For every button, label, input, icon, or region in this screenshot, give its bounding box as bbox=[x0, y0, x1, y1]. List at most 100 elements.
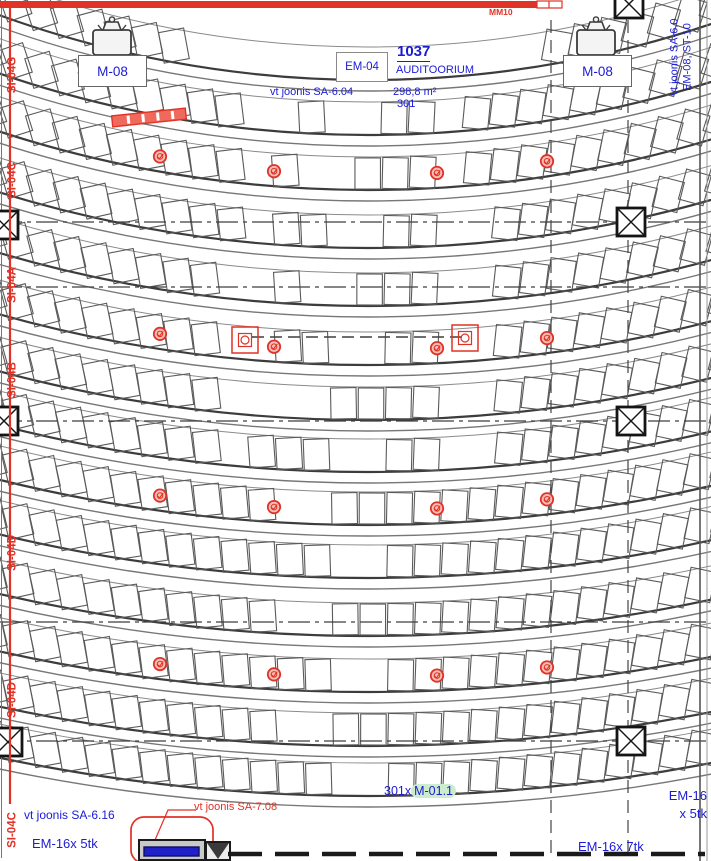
seat bbox=[685, 678, 711, 716]
row-step-arc bbox=[0, 544, 711, 590]
sprinkler-symbol-mark bbox=[270, 504, 278, 511]
seat bbox=[604, 693, 636, 729]
sprinkler-symbol-mark bbox=[156, 661, 164, 668]
seat bbox=[27, 346, 61, 385]
equipment-box-m08-right: M-08 bbox=[563, 55, 632, 87]
seat bbox=[387, 712, 415, 746]
seat bbox=[52, 175, 87, 214]
sprinkler-symbol-mark bbox=[270, 168, 278, 175]
seat bbox=[628, 357, 661, 395]
seat bbox=[302, 438, 331, 472]
row-front-arc bbox=[57, 0, 679, 48]
seat bbox=[136, 368, 168, 405]
seat bbox=[522, 593, 553, 628]
seat bbox=[26, 229, 61, 267]
seat bbox=[597, 129, 630, 167]
reference-note-bottom-left: vt joonis SA-6.16 bbox=[24, 808, 115, 822]
seat bbox=[330, 492, 359, 525]
seat bbox=[385, 438, 413, 472]
seat bbox=[332, 713, 360, 746]
seat bbox=[108, 308, 141, 345]
seat-count-prefix: 301x bbox=[384, 784, 412, 798]
seat bbox=[549, 531, 580, 567]
seat bbox=[548, 424, 579, 460]
seat bbox=[26, 290, 61, 328]
seat bbox=[247, 434, 277, 469]
seat bbox=[627, 301, 660, 339]
seat bbox=[682, 453, 711, 491]
seat bbox=[682, 398, 711, 437]
seat bbox=[55, 514, 88, 552]
seat bbox=[414, 711, 443, 745]
seat bbox=[381, 156, 409, 190]
seat bbox=[672, 0, 708, 33]
row-front-arc bbox=[0, 617, 711, 660]
seat bbox=[387, 762, 415, 796]
seat bbox=[413, 601, 442, 635]
seat bbox=[56, 736, 89, 773]
seat bbox=[574, 367, 606, 404]
seat bbox=[407, 100, 436, 134]
duct-bar-top bbox=[0, 1, 537, 8]
right-edge-note-line1: vt joonis SA-6.0 bbox=[668, 18, 681, 96]
seat bbox=[0, 441, 8, 480]
ceiling-fixture-outer bbox=[451, 324, 479, 352]
row-step-arc bbox=[0, 490, 711, 537]
seat bbox=[462, 151, 493, 186]
seat bbox=[80, 302, 114, 340]
seat bbox=[573, 312, 606, 349]
sprinkler-symbol-mark bbox=[270, 343, 278, 350]
seat bbox=[412, 385, 440, 419]
seat bbox=[550, 751, 581, 786]
seat bbox=[549, 589, 580, 626]
seat bbox=[496, 706, 526, 741]
seat bbox=[547, 372, 579, 408]
duct-label-si04g: SI-04G bbox=[6, 56, 19, 94]
seat bbox=[82, 466, 115, 503]
seat bbox=[163, 317, 194, 353]
room-area: 298,8 m² bbox=[393, 86, 437, 98]
seat bbox=[221, 653, 251, 688]
projector-lid bbox=[101, 21, 123, 31]
sprinkler-symbol bbox=[152, 488, 168, 503]
seat bbox=[139, 749, 170, 785]
seat bbox=[187, 144, 219, 180]
seat bbox=[494, 537, 525, 573]
seat bbox=[359, 603, 387, 636]
sprinkler-symbol-mark bbox=[270, 671, 278, 678]
seat bbox=[441, 710, 470, 745]
sprinkler-symbol bbox=[539, 660, 555, 675]
seat bbox=[600, 307, 633, 344]
seat bbox=[492, 323, 523, 359]
seat bbox=[469, 758, 498, 793]
seat bbox=[108, 364, 141, 401]
seat bbox=[161, 198, 193, 235]
seat bbox=[468, 654, 498, 689]
seat bbox=[577, 642, 608, 679]
sprinkler-symbol bbox=[152, 656, 168, 672]
seat bbox=[518, 261, 550, 297]
seat bbox=[216, 206, 247, 242]
seat bbox=[106, 188, 140, 226]
equipment-label: M-08 bbox=[582, 63, 613, 79]
seat bbox=[575, 420, 607, 457]
seat bbox=[163, 373, 195, 409]
seat bbox=[489, 148, 520, 183]
seat bbox=[570, 134, 603, 172]
seat bbox=[656, 459, 689, 496]
duct-hatch-rect bbox=[110, 107, 188, 128]
seat bbox=[542, 84, 575, 121]
seat bbox=[0, 340, 35, 378]
ceiling-fixture-inner bbox=[237, 332, 253, 348]
row-step-arc bbox=[0, 325, 711, 377]
seat-count-note: 301x M-01.1 bbox=[384, 784, 457, 798]
seat bbox=[410, 271, 439, 305]
sprinkler-symbol bbox=[429, 341, 445, 356]
seat bbox=[304, 762, 333, 796]
room-name: AUDITOORIUM bbox=[396, 64, 475, 76]
seat bbox=[494, 431, 524, 466]
sprinkler-symbol-mark bbox=[433, 505, 441, 512]
sprinkler-symbol-mark bbox=[156, 330, 164, 338]
seat bbox=[523, 703, 554, 739]
sprinkler-symbol-mark bbox=[433, 345, 441, 352]
